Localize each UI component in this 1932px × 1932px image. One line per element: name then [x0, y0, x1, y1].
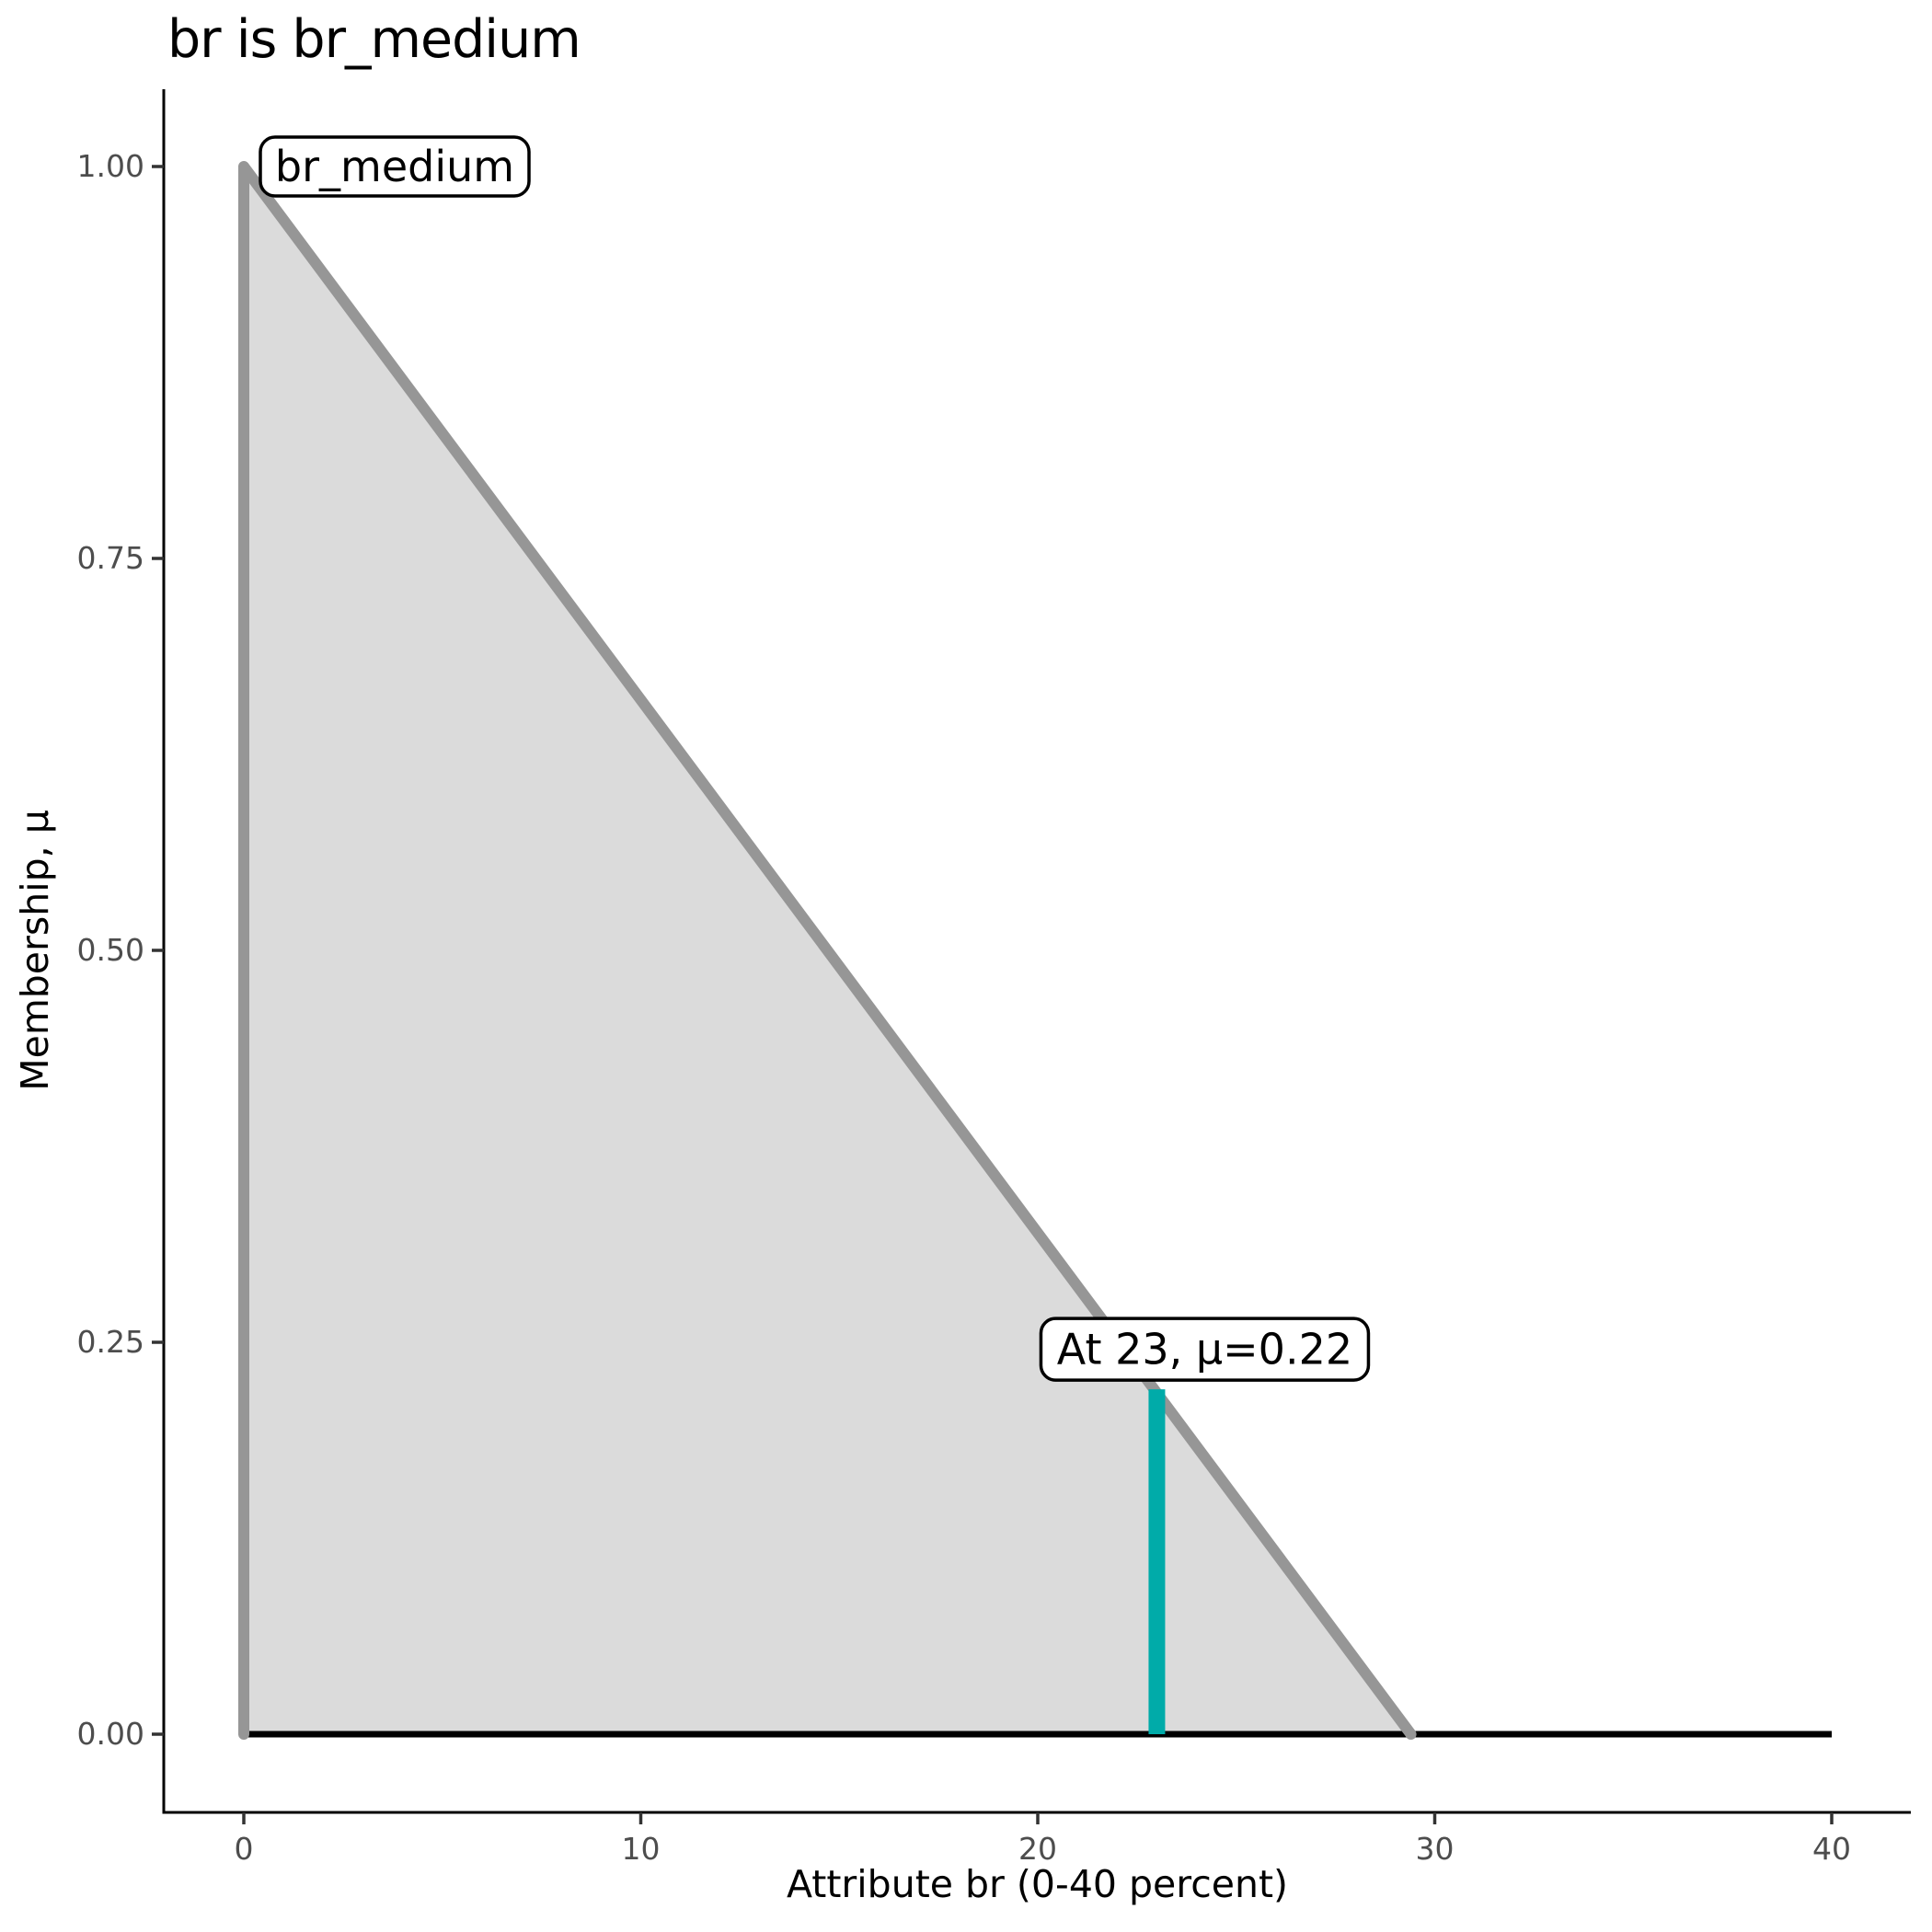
y-tick-label: 0.25 — [77, 1324, 144, 1360]
x-axis-title: Attribute br (0-40 percent) — [787, 1862, 1288, 1906]
y-tick-label: 0.00 — [77, 1716, 144, 1752]
axis-line — [162, 89, 1911, 1814]
membership-line — [238, 161, 1417, 1740]
y-tick-label: 1.00 — [77, 148, 144, 184]
x-tick-label: 30 — [1416, 1831, 1455, 1867]
annotation-box — [1039, 1317, 1371, 1382]
x-tick-label: 10 — [622, 1831, 661, 1867]
x-tick-label: 0 — [235, 1831, 254, 1867]
y-axis-title: Membership, μ — [13, 810, 57, 1091]
set-label: br_medium — [275, 142, 514, 191]
annotation-label: At 23, μ=0.22 — [1057, 1325, 1352, 1374]
set-label-box — [259, 135, 531, 198]
plot-title: br is br_medium — [167, 9, 581, 70]
x-tick-label: 20 — [1018, 1831, 1057, 1867]
x-tick-label: 40 — [1812, 1831, 1851, 1867]
y-tick-label: 0.50 — [77, 932, 144, 968]
y-tick-label: 0.75 — [77, 540, 144, 576]
